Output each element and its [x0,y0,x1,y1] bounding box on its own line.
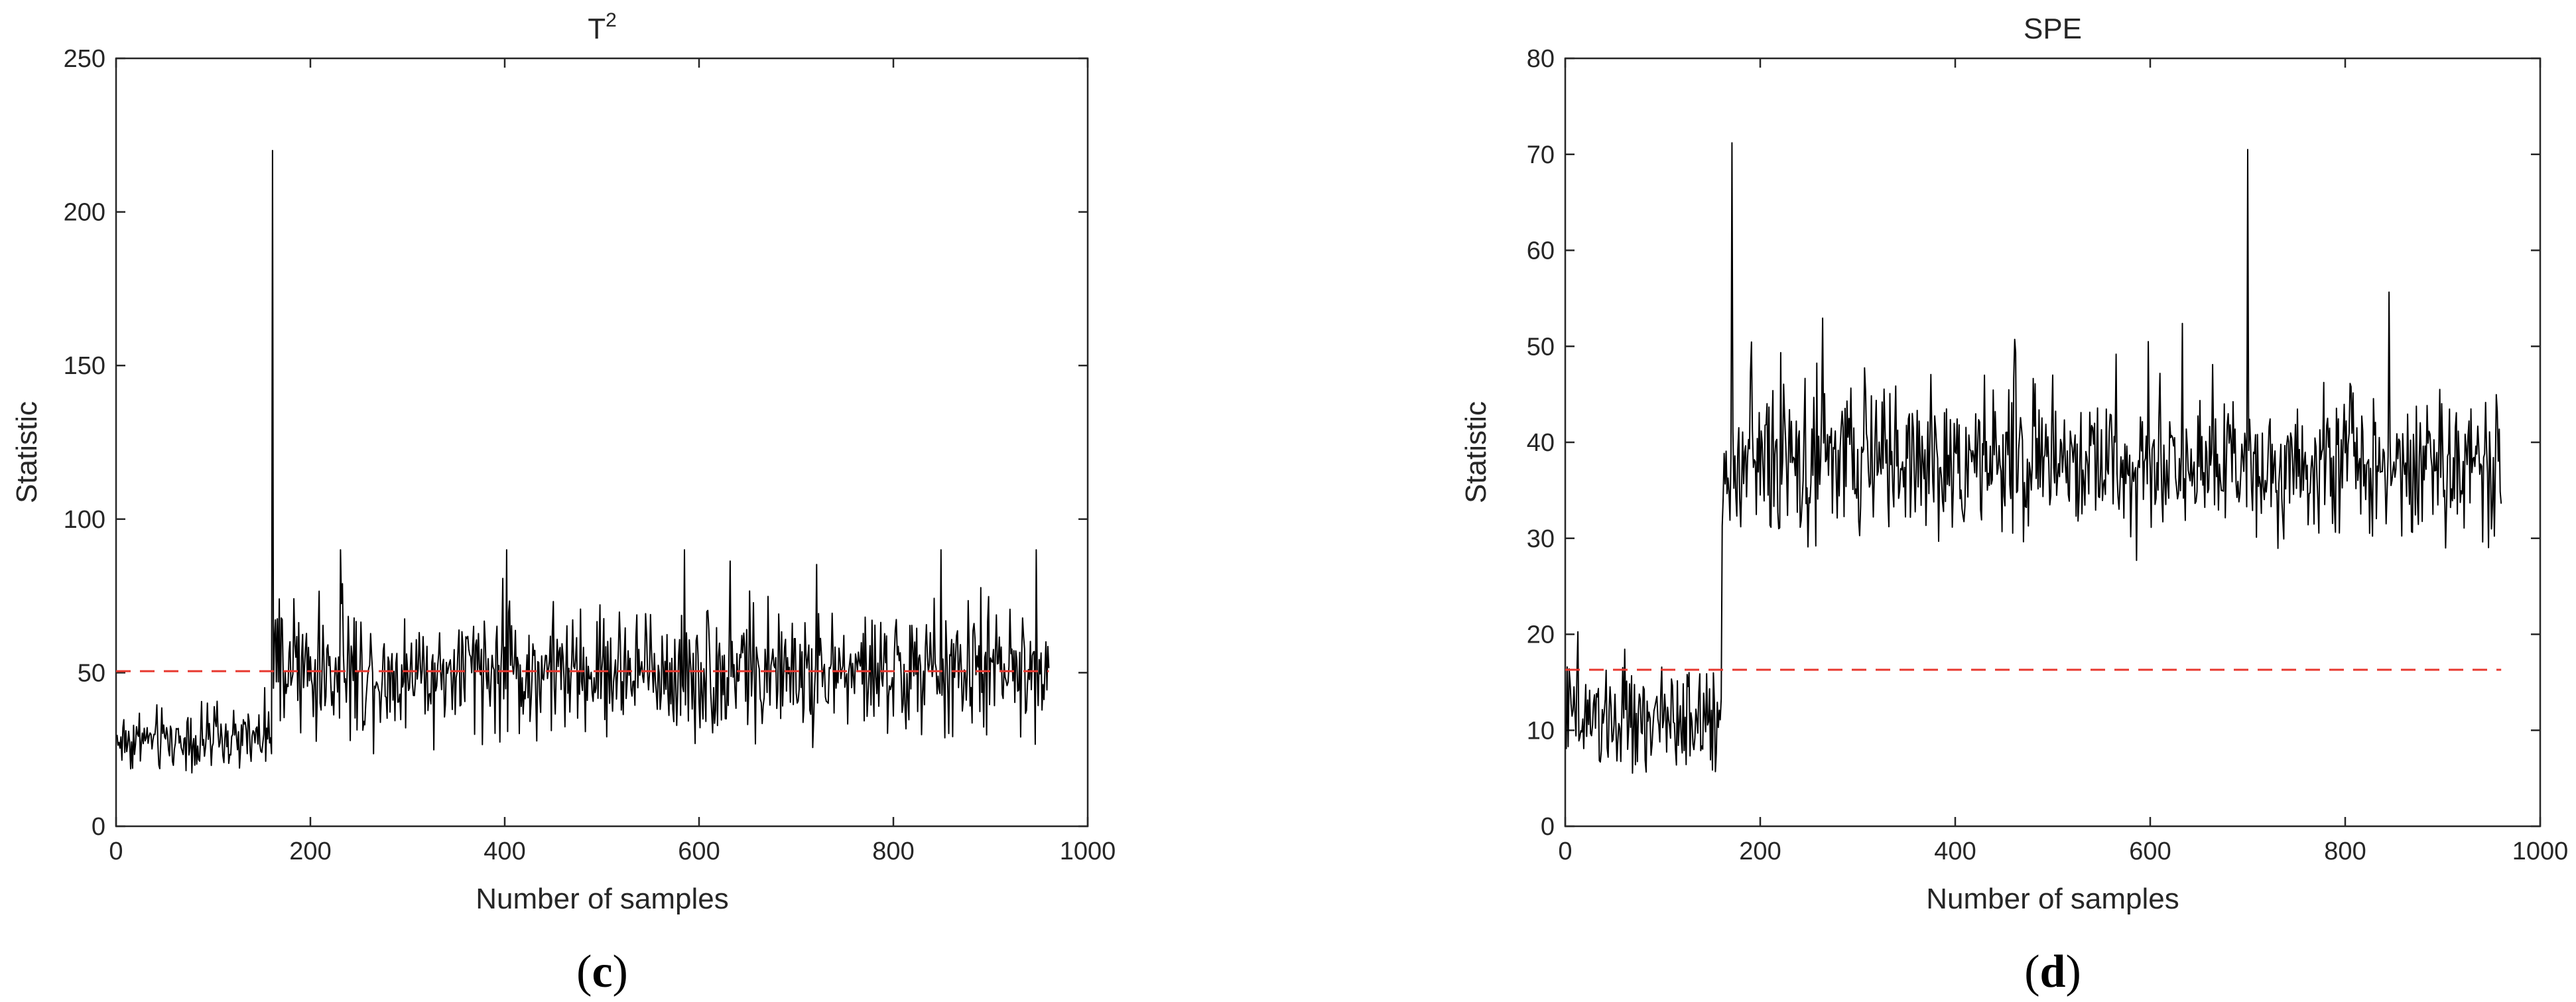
y-tick-label: 150 [64,352,105,380]
x-tick-label: 600 [678,838,720,865]
x-axis-label: Number of samples [1926,883,2179,915]
chart-title: T2 [588,9,617,45]
x-tick-label: 400 [483,838,525,865]
y-tick-label: 80 [1527,45,1555,73]
y-tick-label: 50 [78,659,105,687]
plot-area: 0 200 400 600 800 1000 0 50 100 150 200 250 [64,45,1116,865]
y-tick-label: 10 [1527,717,1555,745]
x-tick-label: 800 [2324,838,2366,865]
x-tick-label: 800 [872,838,914,865]
chart-panel-d: SPE 0 200 400 600 800 1000 0 10 20 30 40 50 60 70 80 N… [1460,13,2568,997]
y-axis-label: Statistic [11,401,43,503]
y-tick-label: 250 [64,45,105,73]
axes-frame [1564,57,2542,828]
x-tick-label: 1000 [1060,838,1116,865]
x-tick-label: 200 [1739,838,1781,865]
series-line [116,150,1050,774]
plot-area: 0 200 400 600 800 1000 0 10 20 30 40 50 60 70 80 [1527,45,2569,865]
x-tick-label: 0 [1558,838,1572,865]
y-tick-label: 100 [64,506,105,534]
y-axis-label: Statistic [1460,401,1492,503]
y-tick-label: 30 [1527,525,1555,553]
x-tick-label: 200 [289,838,331,865]
x-tick-label: 0 [109,838,123,865]
chart-title: SPE [2024,13,2082,45]
panel-label: (c) [576,946,628,997]
x-axis-label: Number of samples [476,883,728,915]
y-tick-label: 200 [64,199,105,227]
y-tick-label: 40 [1527,429,1555,457]
y-tick-label: 70 [1527,141,1555,169]
x-tick-label: 1000 [2512,838,2569,865]
axes-frame [115,57,1089,828]
series-line [1565,142,2502,774]
y-tick-label: 20 [1527,621,1555,649]
panel-label: (d) [2024,946,2081,997]
y-tick-label: 50 [1527,333,1555,361]
chart-panel-c: T2 0 200 400 600 800 1000 0 50 100 150 200 250 Numb… [11,9,1116,997]
y-tick-label: 0 [92,813,105,841]
x-tick-label: 600 [2129,838,2171,865]
y-tick-label: 0 [1541,813,1555,841]
x-tick-label: 400 [1934,838,1976,865]
y-tick-label: 60 [1527,237,1555,265]
